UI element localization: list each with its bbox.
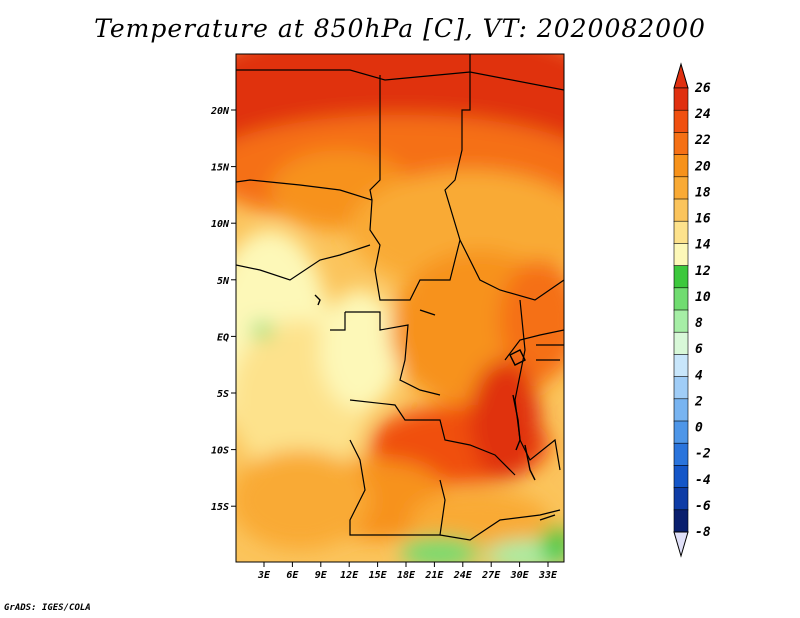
lon-tick-label: 15E bbox=[369, 570, 388, 581]
lon-tick-label: 33E bbox=[538, 570, 558, 581]
colorbar-label: 8 bbox=[695, 316, 703, 331]
lat-tick-label: 10N bbox=[211, 219, 230, 230]
colorbar-swatch bbox=[673, 309, 689, 333]
colorbar-swatch bbox=[673, 465, 689, 489]
colorbar-label: -6 bbox=[695, 499, 711, 514]
lon-tick-label: 27E bbox=[481, 570, 501, 581]
colorbar-label: 14 bbox=[695, 238, 711, 253]
temperature-field bbox=[236, 54, 564, 562]
lon-tick-label: 30E bbox=[510, 570, 530, 581]
colorbar-label: 24 bbox=[694, 107, 711, 122]
lon-tick-label: 24E bbox=[453, 570, 473, 581]
colorbar-swatch bbox=[673, 198, 689, 222]
colorbar-label: 0 bbox=[695, 421, 703, 436]
colorbar-swatch bbox=[673, 331, 689, 356]
lon-tick-label: 21E bbox=[424, 570, 444, 581]
colorbar-bottom-arrow bbox=[673, 531, 689, 558]
lon-tick-label: 3E bbox=[257, 570, 271, 581]
colorbar-swatch bbox=[673, 487, 689, 511]
credit-label: GrADS: IGES/COLA bbox=[4, 603, 91, 613]
colorbar-label: 10 bbox=[695, 290, 711, 305]
colorbar-swatch bbox=[673, 376, 689, 400]
map-frame bbox=[235, 53, 565, 563]
colorbar-swatch bbox=[673, 87, 689, 111]
lat-tick-label: 5N bbox=[217, 276, 230, 287]
colorbar-swatch bbox=[673, 220, 689, 244]
chart-title: Temperature at 850hPa [C], VT: 202008200… bbox=[94, 14, 706, 43]
colorbar-label: 22 bbox=[694, 133, 711, 148]
colorbar-swatch bbox=[673, 420, 689, 444]
latitude-axis: 20N 15N 10N 5N EQ 5S 10S 15S bbox=[210, 106, 236, 513]
lon-tick-label: 12E bbox=[340, 570, 359, 581]
lat-tick-label: 10S bbox=[211, 446, 229, 457]
colorbar-label: 16 bbox=[695, 212, 711, 227]
colorbar-swatch bbox=[673, 509, 689, 533]
colorbar-swatch bbox=[673, 287, 689, 311]
colorbar-label: -4 bbox=[695, 473, 711, 488]
lat-tick-label: 5S bbox=[217, 389, 229, 400]
lat-tick-label: 15S bbox=[211, 502, 229, 513]
colorbar-swatch bbox=[673, 398, 689, 422]
colorbar-label: -8 bbox=[695, 525, 711, 540]
colorbar-swatch bbox=[673, 265, 689, 289]
colorbar-label: -2 bbox=[695, 447, 711, 462]
colorbar-label: 6 bbox=[695, 342, 703, 357]
lat-tick-label: 20N bbox=[210, 106, 230, 117]
colorbar-top-arrow bbox=[673, 62, 689, 89]
colorbar-label: 12 bbox=[695, 264, 711, 279]
colorbar-swatch bbox=[673, 442, 689, 467]
lon-tick-label: 6E bbox=[286, 570, 299, 581]
colorbar-label: 18 bbox=[695, 185, 711, 200]
colorbar-label: 26 bbox=[694, 81, 711, 96]
colorbar-label: 2 bbox=[694, 394, 703, 409]
colorbar-swatch bbox=[673, 154, 689, 178]
lat-tick-label: 15N bbox=[211, 163, 230, 174]
colorbar-swatch bbox=[673, 109, 689, 133]
colorbar bbox=[673, 62, 689, 558]
longitude-axis: 3E 6E 9E 12E 15E 18E 21E 24E 27E 30E 33E bbox=[257, 562, 558, 581]
colorbar-swatch bbox=[673, 243, 689, 267]
lon-tick-label: 9E bbox=[315, 570, 328, 581]
colorbar-label: 20 bbox=[694, 159, 711, 174]
lake-outlines bbox=[314, 294, 556, 521]
lat-tick-label: EQ bbox=[217, 332, 229, 343]
lon-tick-label: 18E bbox=[397, 570, 416, 581]
colorbar-label: 4 bbox=[695, 368, 703, 383]
colorbar-swatch bbox=[673, 176, 689, 200]
colorbar-swatch bbox=[673, 354, 689, 378]
colorbar-swatch bbox=[673, 132, 689, 156]
